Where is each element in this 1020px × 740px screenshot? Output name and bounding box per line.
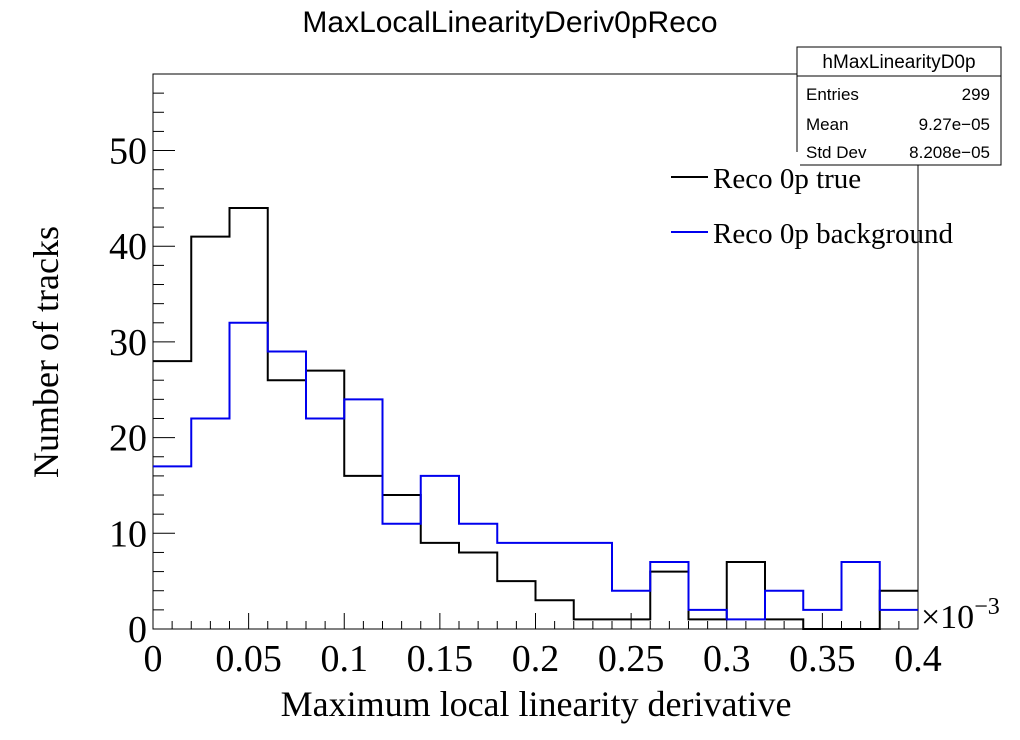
series-step-line [153, 321, 918, 621]
chart-title: MaxLocalLinearityDeriv0pReco [302, 6, 717, 39]
stats-stddev-value: 8.208e−05 [909, 143, 990, 162]
legend: Reco 0p true Reco 0p background [668, 152, 953, 250]
y-tick-label: 10 [109, 513, 147, 555]
y-tick-label: 40 [109, 226, 147, 268]
legend-label-background: Reco 0p background [713, 218, 953, 250]
x-tick-label: 0.15 [407, 638, 474, 680]
x-tick-label: 0.05 [215, 638, 282, 680]
x-tick-label: 0.25 [598, 638, 665, 680]
y-tick-label: 30 [109, 322, 147, 364]
legend-label-true: Reco 0p true [713, 163, 861, 195]
x-tick-label: 0.2 [512, 638, 560, 680]
x-axis-multiplier: ×10−3 [921, 594, 1000, 636]
stats-entries-label: Entries [806, 85, 859, 104]
x-axis-multiplier-base: ×10 [921, 599, 974, 636]
x-axis: 0 0.05 0.1 0.15 0.2 0.25 0.3 0.35 0.4 [144, 613, 942, 680]
stats-entries-value: 299 [962, 85, 990, 104]
y-axis: 0 10 20 30 40 50 [109, 73, 175, 651]
series-true [153, 206, 918, 630]
series-background [153, 321, 918, 621]
x-tick-label: 0 [144, 638, 163, 680]
stats-stddev-label: Std Dev [806, 143, 867, 162]
x-tick-label: 0.35 [789, 638, 856, 680]
x-tick-label: 0.1 [321, 638, 369, 680]
x-tick-label: 0.3 [703, 638, 751, 680]
x-axis-label: Maximum local linearity derivative [281, 684, 792, 724]
y-axis-label: Number of tracks [26, 226, 66, 478]
stats-mean-label: Mean [806, 115, 849, 134]
y-tick-label: 0 [128, 609, 147, 651]
y-tick-label: 50 [109, 131, 147, 173]
stats-mean-value: 9.27e−05 [919, 115, 990, 134]
y-tick-label: 20 [109, 418, 147, 460]
series-step-line [153, 206, 918, 630]
stats-box-name: hMaxLinearityD0p [822, 52, 975, 73]
x-axis-multiplier-exponent: −3 [974, 594, 1000, 620]
stats-box: hMaxLinearityD0p Entries 299 Mean 9.27e−… [796, 46, 1002, 166]
x-tick-label: 0.4 [894, 638, 942, 680]
series-layer [153, 206, 918, 630]
